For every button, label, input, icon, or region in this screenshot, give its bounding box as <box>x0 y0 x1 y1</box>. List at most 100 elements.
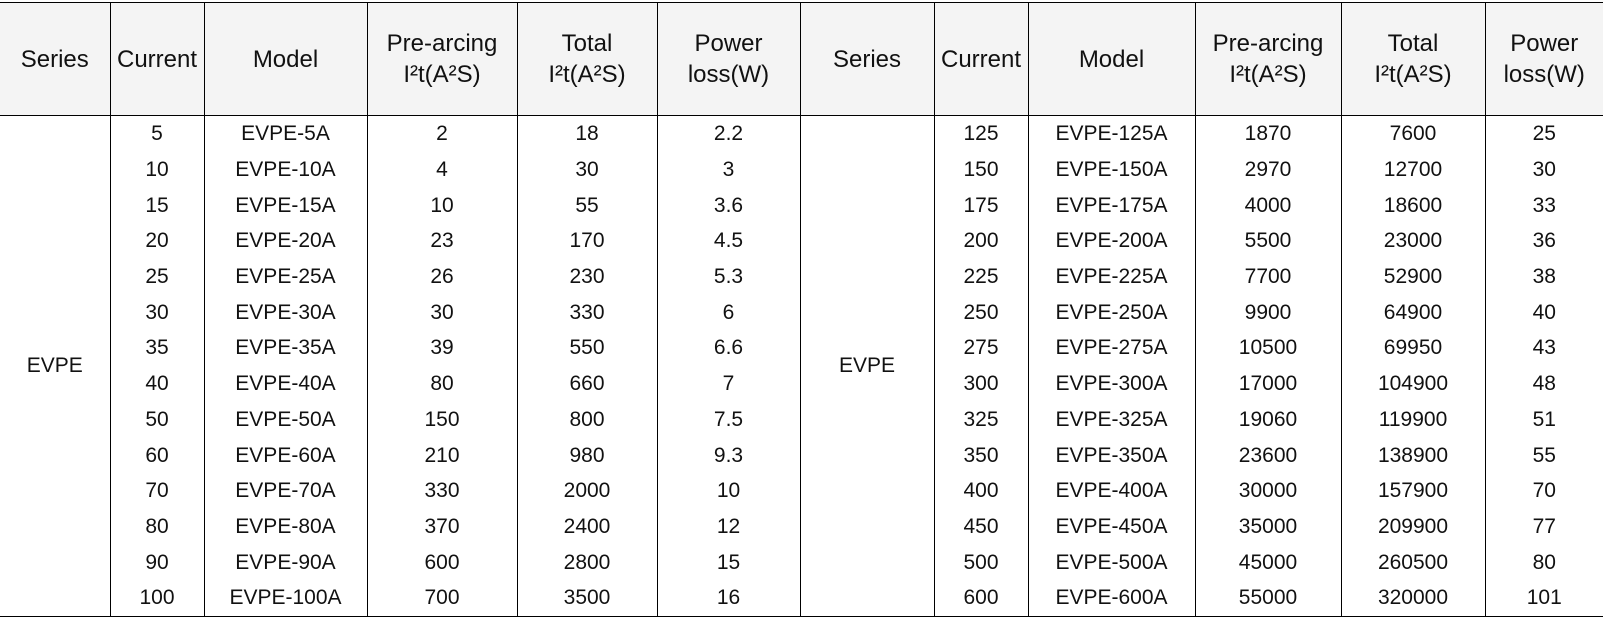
model-cell: EVPE-10A <box>204 151 368 188</box>
current-cell: 450 <box>934 508 1029 545</box>
prearcing-i2t-cell: 17000 <box>1195 365 1342 402</box>
model-cell: EVPE-30A <box>204 294 368 331</box>
table-row: 100 EVPE-100A 700 3500 16 600 EVPE-600A 55000 32… <box>0 579 1603 617</box>
model-cell: EVPE-60A <box>204 437 368 473</box>
prearcing-i2t-cell: 55000 <box>1195 579 1342 617</box>
power-loss-cell: 51 <box>1532 407 1556 431</box>
header-total-right: Total I²t(A²S) <box>1341 2 1486 116</box>
total-i2t-cell: 550 <box>517 330 658 366</box>
header-power-loss-right: Power loss(W) <box>1485 2 1603 116</box>
power-loss-cell: 6 <box>657 294 801 331</box>
power-loss-cell: 16 <box>657 579 801 617</box>
total-i2t-cell: 30 <box>517 151 658 188</box>
model-cell: EVPE-400A <box>1028 472 1196 509</box>
total-i2t-cell: 18 <box>517 115 658 152</box>
total-i2t-cell: 104900 <box>1341 365 1486 402</box>
model-cell: EVPE-325A <box>1028 401 1196 438</box>
power-loss-cell: 2.2 <box>657 115 801 152</box>
power-loss-cell: 4.5 <box>657 223 801 259</box>
model-cell: EVPE-40A <box>204 365 368 402</box>
current-cell: 60 <box>110 437 205 473</box>
current-cell: 600 <box>934 579 1029 617</box>
header-total: Total I²t(A²S) <box>517 2 658 116</box>
current-cell: 20 <box>110 223 205 259</box>
model-cell: EVPE-100A <box>204 579 368 617</box>
current-cell: 225 <box>934 258 1029 295</box>
power-loss-cell: 38 <box>1532 265 1556 289</box>
total-i2t-cell: 800 <box>517 401 658 438</box>
header-series-right: Series <box>800 2 935 116</box>
total-i2t-cell: 69950 <box>1341 330 1486 366</box>
current-cell: 400 <box>934 472 1029 509</box>
total-i2t-cell: 170 <box>517 223 658 259</box>
power-loss-cell: 70 <box>1532 479 1556 503</box>
prearcing-i2t-cell: 23 <box>367 223 518 259</box>
series-cell-right: EVPE <box>800 115 935 617</box>
total-i2t-cell: 64900 <box>1341 294 1486 331</box>
table-row: EVPE 5 EVPE-5A 2 18 2.2 EVPE 125 EVPE-125A 1870 76… <box>0 115 1603 617</box>
model-cell: EVPE-35A <box>204 330 368 366</box>
table-row: 70 EVPE-70A 330 2000 10 400 EVPE-400A 30000 1579… <box>0 472 1603 509</box>
model-cell: EVPE-350A <box>1028 437 1196 473</box>
power-loss-cell: 7 <box>657 365 801 402</box>
table-row: 15 EVPE-15A 10 55 3.6 175 EVPE-175A 4000 18600 33 <box>0 187 1603 224</box>
total-i2t-cell: 320000 <box>1341 579 1486 617</box>
total-i2t-cell: 52900 <box>1341 258 1486 295</box>
total-i2t-cell: 230 <box>517 258 658 295</box>
table-row: 10 EVPE-10A 4 30 3 150 EVPE-150A 2970 12700 30 <box>0 151 1603 188</box>
model-cell: EVPE-15A <box>204 187 368 224</box>
current-cell: 275 <box>934 330 1029 366</box>
current-cell: 100 <box>110 579 205 617</box>
power-loss-cell: 40 <box>1532 300 1556 324</box>
power-loss-cell: 30 <box>1532 158 1556 182</box>
prearcing-i2t-cell: 1870 <box>1195 115 1342 152</box>
total-i2t-cell: 157900 <box>1341 472 1486 509</box>
power-loss-cell: 77 <box>1532 514 1556 538</box>
prearcing-i2t-cell: 30 <box>367 294 518 331</box>
power-loss-cell: 10 <box>657 472 801 509</box>
model-cell: EVPE-20A <box>204 223 368 259</box>
current-cell: 30 <box>110 294 205 331</box>
model-cell: EVPE-125A <box>1028 115 1196 152</box>
current-cell: 15 <box>110 187 205 224</box>
current-cell: 80 <box>110 508 205 545</box>
total-i2t-cell: 55 <box>517 187 658 224</box>
model-cell: EVPE-90A <box>204 544 368 580</box>
total-i2t-cell: 12700 <box>1341 151 1486 188</box>
model-cell: EVPE-175A <box>1028 187 1196 224</box>
header-power-loss: Power loss(W) <box>657 2 801 116</box>
current-cell: 200 <box>934 223 1029 259</box>
current-cell: 150 <box>934 151 1029 188</box>
power-loss-cell: 12 <box>657 508 801 545</box>
current-cell: 350 <box>934 437 1029 473</box>
prearcing-i2t-cell: 4 <box>367 151 518 188</box>
prearcing-i2t-cell: 5500 <box>1195 223 1342 259</box>
prearcing-i2t-cell: 330 <box>367 472 518 509</box>
table-row: 80 EVPE-80A 370 2400 12 450 EVPE-450A 35000 2099… <box>0 508 1603 545</box>
model-cell: EVPE-200A <box>1028 223 1196 259</box>
power-loss-cell: 36 <box>1532 229 1556 253</box>
prearcing-i2t-cell: 2970 <box>1195 151 1342 188</box>
power-loss-cell: 9.3 <box>657 437 801 473</box>
model-cell: EVPE-80A <box>204 508 368 545</box>
prearcing-i2t-cell: 39 <box>367 330 518 366</box>
table-row: 90 EVPE-90A 600 2800 15 500 EVPE-500A 45000 2605… <box>0 544 1603 580</box>
current-cell: 325 <box>934 401 1029 438</box>
prearcing-i2t-cell: 2 <box>367 115 518 152</box>
current-cell: 40 <box>110 365 205 402</box>
table-header: Series Current Model Pre-arcing I²t(A²S) … <box>0 2 1603 116</box>
model-cell: EVPE-275A <box>1028 330 1196 366</box>
total-i2t-cell: 3500 <box>517 579 658 617</box>
model-cell: EVPE-5A <box>204 115 368 152</box>
model-cell: EVPE-225A <box>1028 258 1196 295</box>
power-loss-cell: 80 <box>1532 550 1556 574</box>
model-cell: EVPE-500A <box>1028 544 1196 580</box>
table-row: 60 EVPE-60A 210 980 9.3 350 EVPE-350A 23600 1389… <box>0 437 1603 473</box>
current-cell: 5 <box>110 115 205 152</box>
power-loss-cell: 101 <box>1485 579 1603 617</box>
prearcing-i2t-cell: 35000 <box>1195 508 1342 545</box>
current-cell: 70 <box>110 472 205 509</box>
table-row: 25 EVPE-25A 26 230 5.3 225 EVPE-225A 7700 52900 3… <box>0 258 1603 295</box>
prearcing-i2t-cell: 600 <box>367 544 518 580</box>
total-i2t-cell: 18600 <box>1341 187 1486 224</box>
